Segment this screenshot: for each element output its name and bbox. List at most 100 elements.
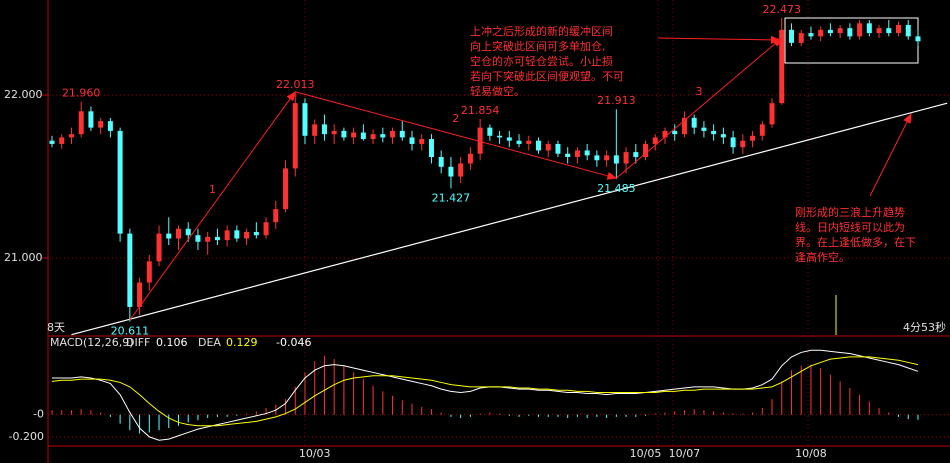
candle-body	[59, 137, 65, 144]
candle-body	[351, 132, 357, 138]
candle-body	[448, 166, 454, 177]
candle-body	[117, 130, 123, 234]
candle-body	[720, 134, 726, 138]
low-label: 20.611	[111, 324, 150, 337]
period-label: 8天	[47, 321, 65, 334]
high-label: 22.013	[276, 78, 315, 91]
candle-body	[49, 140, 55, 144]
candle-body	[584, 150, 590, 156]
high-label: 21.854	[461, 104, 500, 117]
macd-header: 0.106	[156, 336, 188, 349]
macd-header: DEA	[198, 336, 221, 349]
candle-body	[137, 282, 143, 307]
candle-body	[915, 36, 921, 42]
note-arrow	[657, 35, 781, 44]
y-tick-label: -0	[33, 408, 44, 421]
candle-body	[331, 130, 337, 135]
candle-body	[905, 24, 911, 37]
candle-body	[798, 33, 804, 43]
candle-body	[574, 150, 580, 157]
wave-label: 3	[696, 85, 703, 98]
trend-line	[71, 102, 948, 336]
macd-line	[52, 349, 919, 441]
note-line: 若向下突破此区间便观望。不可	[470, 69, 624, 83]
candle-body	[779, 29, 785, 104]
candle-body	[302, 103, 308, 136]
candle-body	[292, 103, 298, 169]
candle-body	[769, 103, 775, 125]
wave-arrow	[129, 90, 296, 321]
clock-label: 4分53秒	[903, 320, 946, 334]
candle-body	[205, 236, 211, 242]
candle-body	[545, 143, 551, 151]
candle-body	[808, 33, 814, 37]
note-line: 空仓的亦可轻仓尝试。小止损	[470, 54, 613, 68]
candle-body	[166, 233, 172, 239]
candle-body	[68, 134, 74, 138]
candle-body	[156, 233, 162, 262]
candle-body	[390, 130, 396, 138]
x-tick-label: 10/07	[669, 447, 701, 460]
candle-body	[88, 111, 94, 128]
candle-body	[321, 124, 327, 135]
candle-body	[672, 130, 678, 135]
x-tick-label: 10/08	[795, 447, 827, 460]
candle-body	[477, 127, 483, 154]
candle-body	[604, 155, 610, 161]
candle-body	[467, 153, 473, 164]
note-line: 轻易做空。	[470, 84, 525, 98]
candle-body	[273, 209, 279, 223]
candle-body	[818, 29, 824, 37]
candle-body	[555, 143, 561, 154]
candle-body	[78, 111, 84, 135]
x-tick-label: 10/05	[630, 447, 662, 460]
candle-body	[234, 230, 240, 239]
candle-body	[185, 228, 191, 236]
macd-line	[51, 356, 919, 427]
candle-body	[886, 28, 892, 34]
candle-body	[643, 143, 649, 157]
candle-body	[740, 140, 746, 148]
candle-body	[127, 233, 133, 307]
x-tick-label: 10/03	[299, 447, 331, 460]
candle-body	[876, 28, 882, 34]
wave-label: 1	[209, 183, 216, 196]
candle-body	[244, 231, 250, 239]
candle-body	[896, 24, 902, 34]
candle-body	[438, 156, 444, 167]
candle-body	[681, 117, 687, 135]
wave-label: 2	[452, 112, 459, 125]
candle-body	[107, 121, 113, 131]
candle-body	[565, 153, 571, 157]
candle-body	[623, 152, 629, 164]
candle-body	[428, 139, 434, 157]
wave-arrow	[616, 37, 783, 179]
y-tick-label: -0.200	[9, 430, 44, 443]
candle-body	[419, 139, 425, 144]
candle-body	[98, 121, 104, 128]
candle-body	[662, 130, 668, 138]
macd-header: -0.046	[276, 336, 311, 349]
wave-arrow	[295, 91, 618, 180]
candle-body	[711, 130, 717, 135]
candle-body	[487, 127, 493, 136]
candle-body	[594, 155, 600, 161]
candle-body	[691, 117, 697, 128]
candle-body	[224, 230, 230, 241]
candle-body	[253, 231, 259, 236]
candle-body	[613, 155, 619, 164]
note-arrow	[869, 113, 912, 197]
y-tick-label: 21.000	[4, 251, 43, 264]
candle-body	[214, 236, 220, 241]
candle-body	[283, 168, 289, 210]
candle-body	[750, 135, 756, 141]
candle-body	[370, 134, 376, 140]
note-line: 向上突破此区间可多单加仓,	[470, 39, 606, 53]
candle-body	[195, 235, 201, 242]
candle-body	[633, 152, 639, 157]
candle-body	[263, 222, 269, 236]
candle-body	[175, 228, 181, 239]
note-line: 刚形成的三浪上升趋势	[795, 205, 905, 219]
macd-header: 0.129	[226, 336, 258, 349]
